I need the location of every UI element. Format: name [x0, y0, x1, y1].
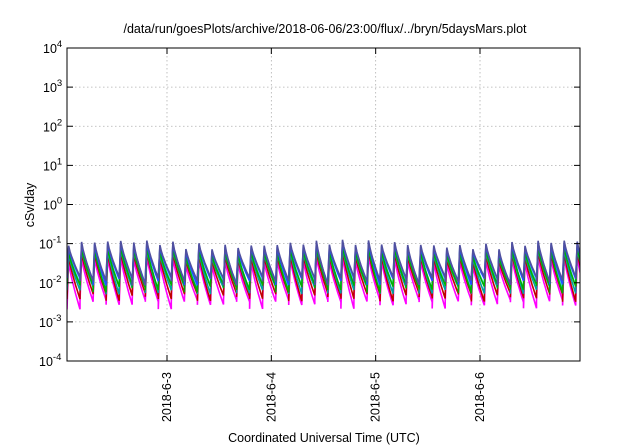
chart-title: /data/run/goesPlots/archive/2018-06-06/2… — [123, 22, 527, 36]
y-tick-label: 101 — [43, 156, 62, 173]
series-group — [67, 239, 580, 310]
y-tick-label: 10-3 — [39, 313, 61, 330]
y-tick-label: 102 — [43, 117, 62, 134]
x-tick-label: 2018-6-5 — [369, 372, 383, 422]
y-tick-label: 100 — [43, 196, 62, 213]
axis-ticks — [67, 47, 580, 362]
x-tick-label: 2018-6-4 — [264, 372, 278, 422]
y-tick-label: 10-1 — [39, 235, 61, 252]
y-tick-label: 104 — [43, 39, 62, 56]
series-line — [67, 239, 580, 286]
y-tick-label: 103 — [43, 78, 62, 95]
x-tick-labels: 2018-6-3 2018-6-4 2018-6-5 2018-6-6 — [160, 372, 487, 422]
y-tick-label: 10-2 — [39, 274, 61, 291]
x-tick-label: 2018-6-3 — [160, 372, 174, 422]
y-tick-label: 10-4 — [39, 352, 61, 369]
y-axis-label: cSv/day — [23, 182, 37, 227]
x-tick-label: 2018-6-6 — [473, 372, 487, 422]
x-axis-label: Coordinated Universal Time (UTC) — [228, 431, 420, 445]
y-tick-labels: 10-4 10-3 10-2 10-1 100 101 102 103 104 — [39, 39, 62, 369]
